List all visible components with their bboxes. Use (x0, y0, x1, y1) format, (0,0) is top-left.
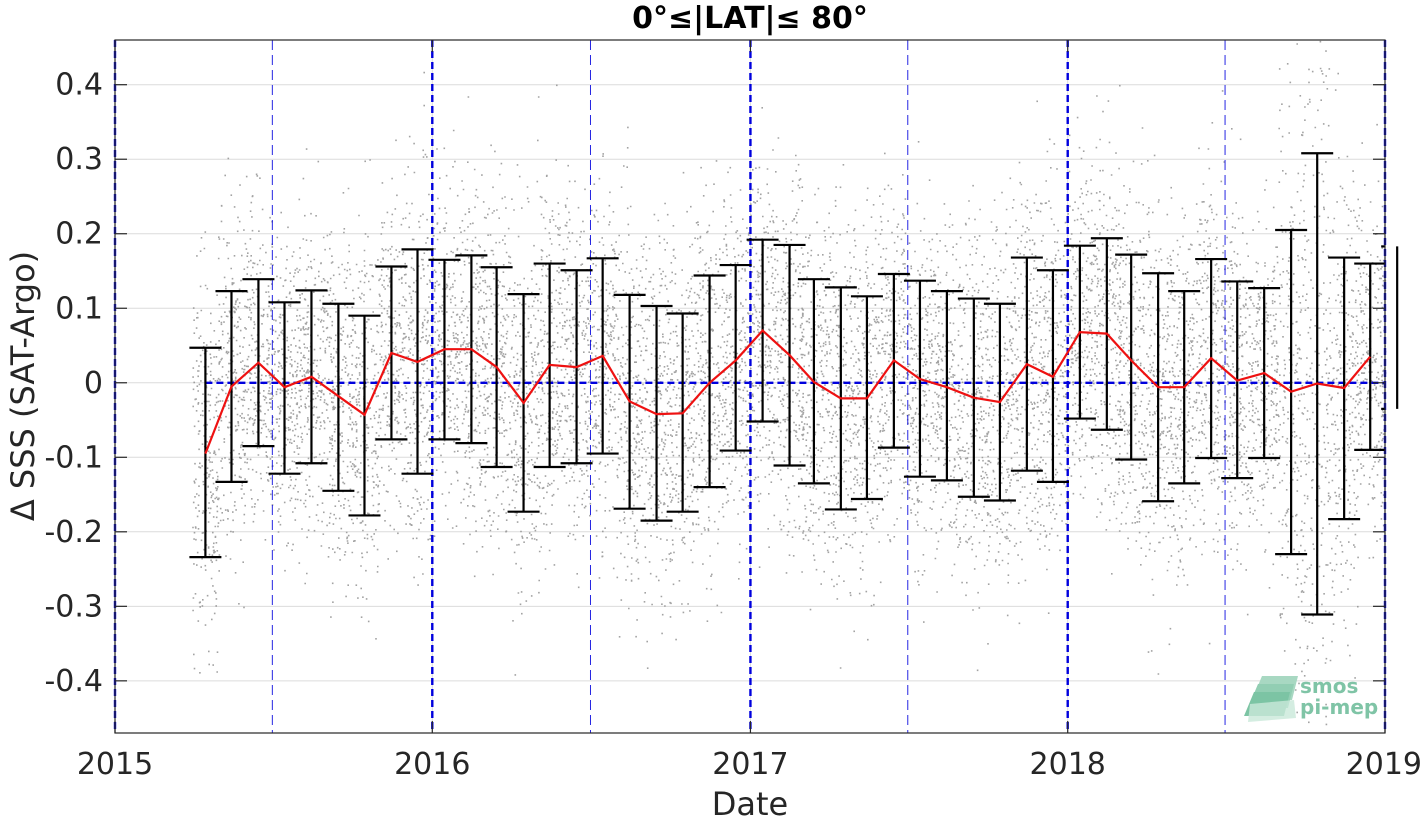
y-tick-label-8: -0.4 (44, 664, 103, 699)
monthly-mean-line (204, 329, 1372, 454)
error-bar-28 (930, 290, 963, 482)
logo-text-pimep: pi-mep (1300, 695, 1378, 719)
x-tick-label-2017: 2017 (712, 747, 788, 782)
logo-text-smos: smos (1300, 674, 1358, 698)
x-tick-labels: 2015 2016 2017 2018 2019 (77, 747, 1422, 782)
y-tick-label-1: 0.3 (55, 142, 103, 177)
mean-line (204, 329, 1372, 454)
y-tick-label-3: 0.1 (55, 291, 103, 326)
smos-pimep-logo: smos pi-mep (1244, 674, 1378, 722)
y-tick-label-4: 0 (84, 366, 103, 401)
y-tick-label-5: -0.1 (44, 440, 103, 475)
x-tick-label-2015: 2015 (77, 747, 153, 782)
scatter-points (192, 40, 1387, 726)
y-tick-label-6: -0.2 (44, 515, 103, 550)
x-tick-label-2019: 2019 (1346, 747, 1422, 782)
y-axis-label: Δ SSS (SAT-Argo) (4, 251, 42, 521)
chart-title: 0°≤|LAT|≤ 80° (632, 1, 868, 36)
y-tick-label-7: -0.3 (44, 589, 103, 624)
scatter-cloud (192, 40, 1387, 726)
y-tick-label-0: 0.4 (55, 68, 103, 103)
x-tick-label-2018: 2018 (1030, 747, 1106, 782)
error-bar-45 (1381, 245, 1399, 410)
y-tick-label-2: 0.2 (55, 217, 103, 252)
x-tick-label-2016: 2016 (394, 747, 470, 782)
error-bar-20 (719, 263, 752, 452)
x-axis-label: Date (712, 785, 788, 819)
error-bar-19 (693, 274, 726, 489)
axis-ticks (114, 40, 1386, 733)
error-bar-44 (1354, 262, 1385, 451)
logo-layers-icon (1244, 676, 1298, 722)
y-tick-labels: 0.4 0.3 0.2 0.1 0 -0.1 -0.2 -0.3 -0.4 (44, 68, 103, 699)
error-bar-35 (1115, 253, 1148, 461)
